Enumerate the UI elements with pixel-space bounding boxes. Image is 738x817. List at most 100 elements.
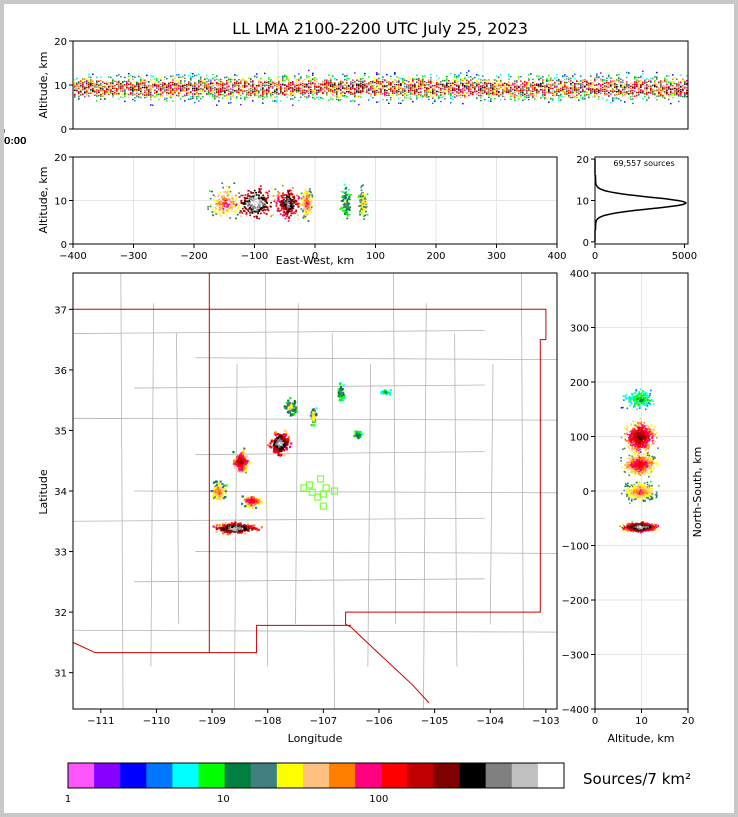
source-mark (254, 91, 256, 94)
source-mark (266, 80, 268, 82)
source-mark (250, 77, 252, 80)
source-mark (620, 91, 622, 93)
source-mark (180, 88, 182, 90)
source-mark (332, 91, 334, 93)
source-mark (84, 81, 86, 83)
source-mark (140, 87, 142, 89)
source-mark (250, 85, 252, 87)
source-mark (94, 88, 96, 91)
source-mark (564, 93, 566, 96)
source-mark (236, 83, 238, 85)
source-mark (260, 89, 262, 91)
source-mark (314, 84, 316, 86)
source-mark (354, 92, 356, 95)
source-mark (80, 91, 82, 93)
source-mark (672, 94, 674, 97)
source-mark (254, 94, 256, 97)
source-mark (322, 97, 324, 100)
source-mark (130, 83, 132, 85)
source-mark (470, 76, 472, 78)
source-mark (244, 83, 246, 85)
source-mark (474, 87, 476, 89)
source-mark (648, 78, 650, 81)
source-mark (98, 83, 100, 86)
source-mark (210, 91, 212, 93)
source-mark (576, 95, 578, 98)
source-mark (330, 85, 332, 87)
source-mark (160, 87, 162, 90)
source-mark (622, 81, 624, 84)
source-mark (314, 86, 316, 89)
source-mark (388, 102, 390, 105)
source-mark (400, 77, 402, 79)
source-mark (396, 86, 398, 88)
source-mark (304, 84, 306, 86)
source-mark (402, 88, 404, 90)
source-mark (628, 84, 630, 86)
source-mark (426, 81, 428, 84)
source-mark (284, 203, 286, 206)
source-mark (482, 91, 484, 93)
source-mark (376, 85, 378, 88)
source-mark (614, 97, 616, 99)
source-mark (532, 85, 534, 87)
source-mark (516, 94, 518, 97)
source-mark (474, 85, 476, 87)
source-mark (241, 212, 244, 214)
source-mark (594, 95, 596, 97)
source-mark (596, 84, 598, 86)
source-mark (522, 86, 524, 88)
source-mark (458, 87, 460, 89)
source-mark (251, 202, 254, 205)
source-mark (290, 207, 292, 210)
source-mark (277, 190, 279, 193)
source-mark (162, 95, 164, 97)
source-mark (326, 88, 328, 90)
source-mark (286, 211, 289, 214)
source-mark (326, 80, 328, 83)
source-mark (102, 84, 104, 87)
source-mark (376, 73, 378, 76)
source-mark (454, 87, 456, 89)
source-mark (480, 88, 482, 90)
source-mark (486, 91, 488, 93)
source-mark (368, 87, 370, 90)
source-mark (279, 213, 282, 215)
source-mark (598, 96, 600, 98)
source-mark (216, 95, 218, 97)
source-mark (514, 84, 516, 86)
source-mark (282, 194, 285, 196)
source-mark (606, 89, 608, 92)
source-mark (300, 91, 302, 94)
source-mark (194, 93, 196, 96)
source-mark (580, 84, 582, 86)
source-mark (366, 83, 368, 85)
source-mark (392, 87, 394, 89)
source-mark (640, 90, 642, 92)
source-mark (556, 93, 558, 95)
source-mark (200, 78, 202, 80)
source-mark (244, 96, 246, 98)
source-mark (452, 82, 454, 85)
source-mark (452, 89, 454, 92)
source-mark (464, 78, 466, 80)
source-mark (244, 97, 246, 100)
source-mark (262, 82, 264, 85)
source-mark (241, 194, 244, 197)
source-mark (642, 85, 644, 87)
source-mark (280, 100, 282, 102)
source-mark (444, 95, 446, 97)
source-mark (514, 86, 516, 89)
source-mark (225, 214, 228, 217)
source-mark (244, 201, 246, 203)
source-mark (302, 87, 304, 89)
source-mark (570, 96, 572, 99)
source-mark (386, 94, 388, 97)
source-mark (280, 85, 282, 88)
source-mark (277, 197, 280, 200)
source-mark (324, 89, 326, 91)
source-mark (146, 89, 148, 92)
source-mark (492, 88, 494, 90)
source-mark (168, 95, 170, 97)
source-mark (82, 93, 84, 95)
